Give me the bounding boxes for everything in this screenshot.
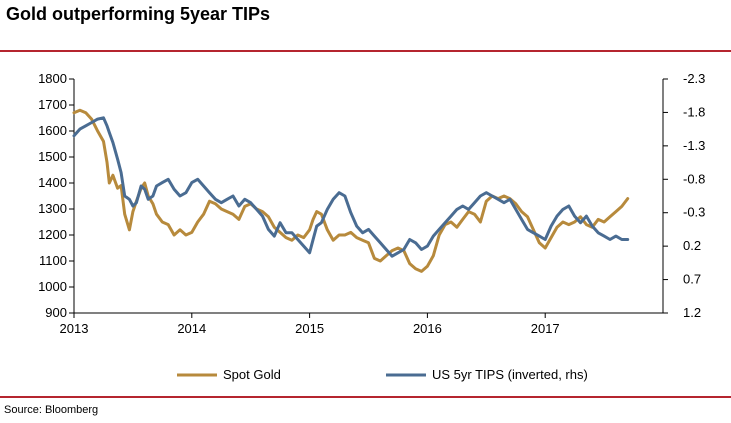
x-tick-label: 2016 (413, 321, 442, 336)
us-5yr-tips-line (72, 116, 630, 258)
chart-title: Gold outperforming 5year TIPs (6, 4, 271, 24)
right-tick-label: -0.8 (683, 171, 705, 186)
series-lines (72, 108, 630, 273)
x-tick-label: 2014 (177, 321, 206, 336)
left-tick-label: 1100 (39, 253, 67, 268)
right-tick-label: 1.2 (683, 305, 701, 320)
left-tick-label: 1000 (38, 279, 67, 294)
right-tick-label: 0.2 (683, 238, 701, 253)
source-note: Source: Bloomberg (4, 404, 99, 416)
left-tick-label: 1700 (38, 97, 67, 112)
left-tick-label: 1600 (38, 123, 67, 138)
left-tick-label: 1400 (38, 175, 67, 190)
top-rule (0, 50, 731, 52)
right-tick-label: -1.3 (683, 138, 705, 153)
left-tick-label: 1200 (38, 227, 67, 242)
left-tick-label: 1300 (38, 201, 67, 216)
legend-us-5yr-tips-label: US 5yr TIPS (inverted, rhs) (432, 367, 588, 382)
legend-spot-gold-label: Spot Gold (223, 367, 281, 382)
spot-gold-line (72, 108, 630, 273)
right-tick-label: -1.8 (683, 104, 705, 119)
bottom-rule (0, 396, 731, 398)
x-tick-label: 2017 (531, 321, 560, 336)
legend: Spot Gold US 5yr TIPS (inverted, rhs) (177, 367, 588, 382)
x-tick-label: 2015 (295, 321, 324, 336)
right-tick-label: 0.7 (683, 272, 701, 287)
left-tick-label: 900 (45, 305, 67, 320)
axes: 1800 1700 1600 1500 1400 1300 1200 1100 1000 900 -… (38, 71, 705, 336)
right-tick-label: -0.3 (683, 205, 705, 220)
left-tick-label: 1800 (38, 71, 67, 86)
x-tick-label: 2013 (60, 321, 89, 336)
left-tick-label: 1500 (38, 149, 67, 164)
right-tick-label: -2.3 (683, 71, 705, 86)
